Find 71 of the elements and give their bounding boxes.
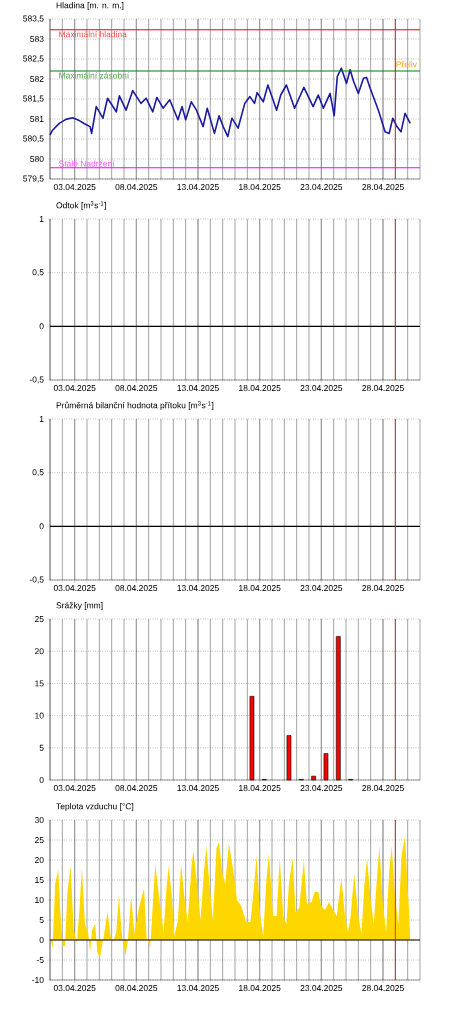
x-tick-label: 13.04.2025 — [177, 985, 219, 992]
ref-line-label: Maximální hladina — [59, 31, 127, 38]
x-tick-label: 13.04.2025 — [177, 585, 219, 592]
y-tick-label: 583,5 — [23, 15, 44, 23]
y-tick-label: 581 — [30, 116, 44, 122]
chart-title: Průměrná bilanční hodnota přítoku [m$^{3}$s$^{-1}$] — [56, 401, 214, 410]
x-tick-label: 23.04.2025 — [300, 985, 343, 992]
x-tick-label: 03.04.2025 — [53, 385, 96, 392]
y-tick-label: 581,5 — [23, 95, 44, 103]
y-tick-label: 1 — [39, 416, 44, 422]
x-tick-label: 28.04.2025 — [362, 385, 404, 392]
y-tick-label: 30 — [34, 817, 44, 823]
y-tick-label: 25 — [34, 837, 44, 843]
y-tick-label: 0,5 — [32, 269, 44, 277]
y-tick-label: 0 — [39, 937, 44, 943]
y-tick-label: 20 — [34, 648, 44, 655]
y-tick-label: 20 — [34, 857, 44, 863]
x-tick-label: 08.04.2025 — [115, 184, 158, 191]
x-tick-label: 18.04.2025 — [239, 985, 281, 992]
y-tick-label: 579,5 — [23, 175, 44, 183]
x-tick-label: 03.04.2025 — [53, 585, 96, 592]
y-tick-label: 580,5 — [23, 135, 44, 143]
y-tick-label: 15 — [35, 877, 44, 883]
y-tick-label: 0 — [39, 777, 44, 783]
x-tick-label: 18.04.2025 — [239, 385, 281, 392]
x-tick-label: 23.04.2025 — [300, 585, 343, 592]
y-tick-label: 10 — [35, 712, 44, 719]
x-tick-label: 28.04.2025 — [362, 785, 404, 792]
y-tick-label: 0 — [39, 523, 44, 530]
x-tick-label: 13.04.2025 — [177, 184, 219, 191]
y-tick-label: 582 — [30, 76, 44, 82]
y-tick-label: 25 — [34, 616, 44, 622]
y-tick-label: 0,5 — [32, 469, 44, 477]
chart-title: Srážky [mm] — [56, 602, 103, 610]
x-tick-label: 23.04.2025 — [300, 785, 343, 792]
ref-line-label: Maximální zásobní — [59, 72, 130, 79]
annotation: Přeliv — [396, 61, 417, 68]
x-tick-label: 18.04.2025 — [239, 585, 281, 592]
y-tick-label: 582,5 — [23, 55, 44, 63]
chart-title: Hladina [m. n. m.] — [56, 2, 124, 10]
y-tick-label: 580 — [30, 156, 44, 162]
x-tick-label: 23.04.2025 — [300, 385, 343, 392]
x-tick-label: 13.04.2025 — [177, 385, 219, 392]
y-tick-label: 5 — [39, 917, 44, 923]
x-tick-label: 28.04.2025 — [362, 585, 404, 592]
y-tick-label: 15 — [35, 680, 44, 687]
chart-title: Odtok [m$^{3}$s$^{-1}$] — [56, 201, 106, 210]
x-tick-label: 08.04.2025 — [115, 585, 158, 592]
x-tick-label: 28.04.2025 — [362, 985, 404, 992]
y-tick-label: -10 — [32, 977, 44, 983]
y-tick-label: 1 — [39, 216, 44, 222]
y-tick-label: 5 — [39, 744, 44, 751]
chart-title: Teplota vzduchu [°C] — [56, 803, 134, 811]
x-tick-label: 18.04.2025 — [239, 785, 281, 792]
x-tick-label: 08.04.2025 — [115, 985, 158, 992]
x-tick-label: 03.04.2025 — [53, 785, 96, 792]
x-tick-label: 18.04.2025 — [239, 184, 281, 191]
x-tick-label: 23.04.2025 — [300, 184, 343, 191]
x-tick-label: 03.04.2025 — [53, 985, 96, 992]
y-tick-label: 0 — [39, 323, 44, 330]
x-tick-label: 08.04.2025 — [115, 785, 158, 792]
ref-line-label: Stálé Nadržení — [58, 160, 115, 167]
y-tick-label: 10 — [35, 897, 44, 903]
y-tick-label: -5 — [36, 957, 44, 963]
x-tick-label: 13.04.2025 — [177, 785, 219, 792]
x-tick-label: 03.04.2025 — [53, 184, 96, 191]
x-tick-label: 28.04.2025 — [362, 184, 404, 191]
y-tick-label: 583 — [30, 36, 44, 42]
y-tick-label: -0,5 — [29, 576, 44, 584]
y-tick-label: -0,5 — [29, 376, 44, 384]
x-tick-label: 08.04.2025 — [115, 385, 158, 392]
